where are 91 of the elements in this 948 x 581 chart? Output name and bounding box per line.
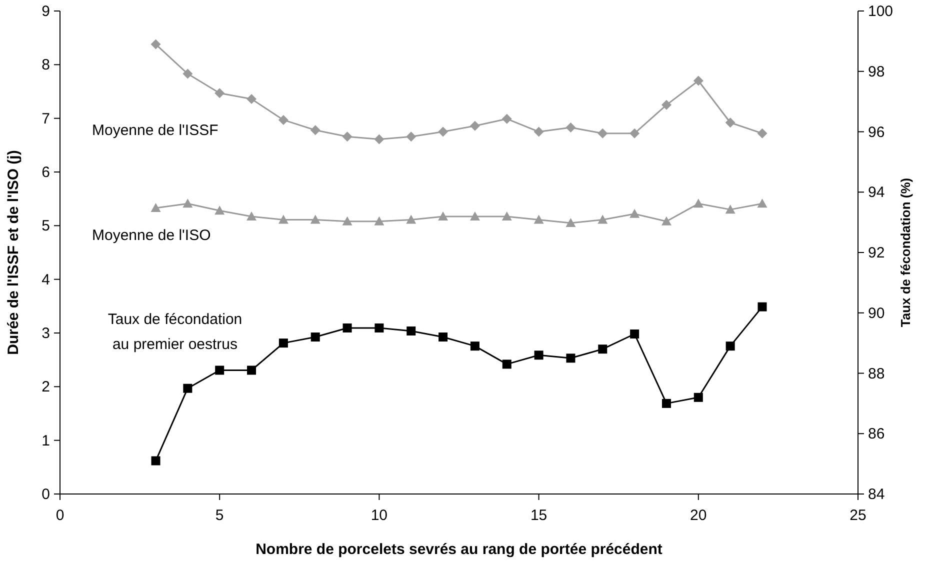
point: [630, 208, 640, 218]
point: [310, 332, 320, 342]
point: [566, 218, 576, 227]
y2-tick-label: 94: [868, 184, 885, 202]
point: [438, 126, 448, 137]
point: [534, 350, 544, 360]
x-tick-label: 25: [850, 507, 866, 524]
y2-tick-label: 92: [868, 244, 885, 262]
y-tick-label: 1: [42, 432, 50, 450]
point: [725, 118, 736, 128]
point: [342, 216, 352, 226]
series-label: Taux de fécondation au premier oestrus: [108, 311, 242, 353]
y-axis-title: Durée de l'ISSF et de l'ISO (j): [5, 150, 22, 355]
point: [566, 354, 576, 363]
y2-tick-label: 90: [868, 304, 885, 322]
point: [150, 202, 161, 212]
y-tick-label: 4: [42, 271, 50, 288]
point: [310, 214, 320, 224]
point: [246, 94, 257, 104]
y-tick-label: 8: [42, 56, 50, 74]
point: [694, 392, 703, 402]
point: [598, 128, 608, 138]
point: [374, 216, 384, 226]
point: [598, 344, 608, 354]
point: [214, 206, 225, 215]
x-tick-label: 0: [56, 507, 64, 524]
point: [566, 122, 576, 132]
point: [215, 366, 224, 375]
point: [278, 338, 288, 348]
point: [278, 214, 288, 224]
y2-tick-label: 100: [868, 3, 894, 20]
point: [438, 332, 448, 342]
x-tick-label: 15: [530, 507, 548, 524]
x-axis-title: Nombre de porcelets sevrés au rang de portée précédent: [256, 541, 662, 558]
point: [278, 114, 288, 125]
point: [725, 204, 736, 214]
point: [470, 342, 480, 351]
y-tick-label: 9: [42, 3, 50, 20]
point: [693, 76, 704, 86]
point: [693, 198, 704, 208]
point: [661, 100, 672, 110]
point: [758, 302, 767, 312]
point: [342, 132, 352, 142]
point: [470, 120, 480, 131]
point: [406, 326, 416, 336]
y2-tick-label: 84: [868, 486, 885, 503]
point: [502, 114, 512, 124]
point: [534, 214, 544, 224]
point: [661, 216, 672, 226]
y-tick-label: 6: [42, 164, 50, 181]
y2-tick-label: 88: [868, 365, 885, 382]
point: [247, 366, 256, 375]
series-label: Moyenne de l'ISO: [92, 227, 211, 244]
point: [438, 212, 448, 221]
y-tick-label: 0: [42, 486, 50, 503]
x-tick-label: 20: [690, 507, 707, 524]
point: [151, 456, 160, 466]
point: [502, 360, 512, 369]
y2-axis-title: Taux de fécondation (%): [898, 178, 913, 328]
point: [214, 88, 225, 98]
y-tick-label: 3: [42, 325, 50, 342]
point: [374, 134, 384, 144]
y-tick-label: 7: [42, 110, 50, 128]
point: [662, 398, 671, 408]
point: [630, 330, 640, 339]
point: [534, 126, 544, 137]
point: [374, 323, 384, 332]
y2-tick-label: 96: [868, 124, 885, 141]
y-tick-label: 5: [42, 218, 50, 235]
y2-tick-label: 98: [868, 63, 885, 80]
y2-tick-label: 86: [868, 426, 885, 443]
point: [406, 132, 416, 142]
point: [182, 68, 193, 79]
point: [502, 212, 512, 221]
point: [182, 198, 193, 208]
point: [598, 214, 608, 224]
x-tick-label: 5: [215, 507, 224, 524]
point: [150, 39, 161, 50]
point: [470, 212, 480, 221]
point: [726, 342, 735, 351]
point: [757, 198, 768, 208]
point: [406, 214, 416, 224]
point: [246, 212, 257, 221]
point: [310, 125, 320, 136]
point: [630, 128, 640, 138]
x-tick-label: 10: [370, 507, 388, 524]
point: [342, 323, 352, 332]
point: [183, 384, 192, 393]
y-tick-label: 2: [42, 378, 50, 396]
point: [757, 128, 768, 138]
series-label: Moyenne de l'ISSF: [92, 122, 218, 139]
